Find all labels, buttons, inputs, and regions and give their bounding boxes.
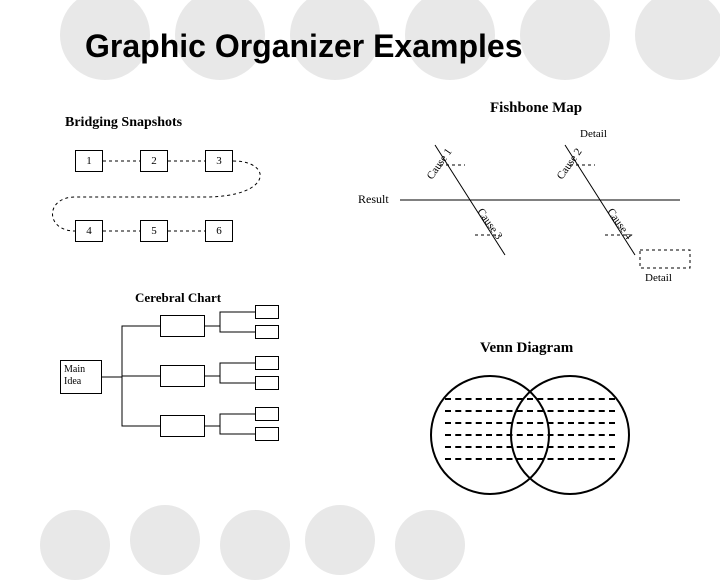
venn-fill-line (445, 410, 615, 412)
page-title: Graphic Organizer Examples (85, 28, 523, 65)
venn-fill-line (445, 446, 615, 448)
fishbone-detail-bottom: Detail (645, 272, 672, 284)
venn-title: Venn Diagram (480, 340, 573, 357)
venn-fill-line (445, 422, 615, 424)
venn-fill-line (445, 458, 615, 460)
fishbone-detail-top: Detail (580, 128, 607, 140)
fishbone-result-label: Result (358, 192, 389, 207)
venn-fill-line (445, 434, 615, 436)
venn-fill-line (445, 398, 615, 400)
